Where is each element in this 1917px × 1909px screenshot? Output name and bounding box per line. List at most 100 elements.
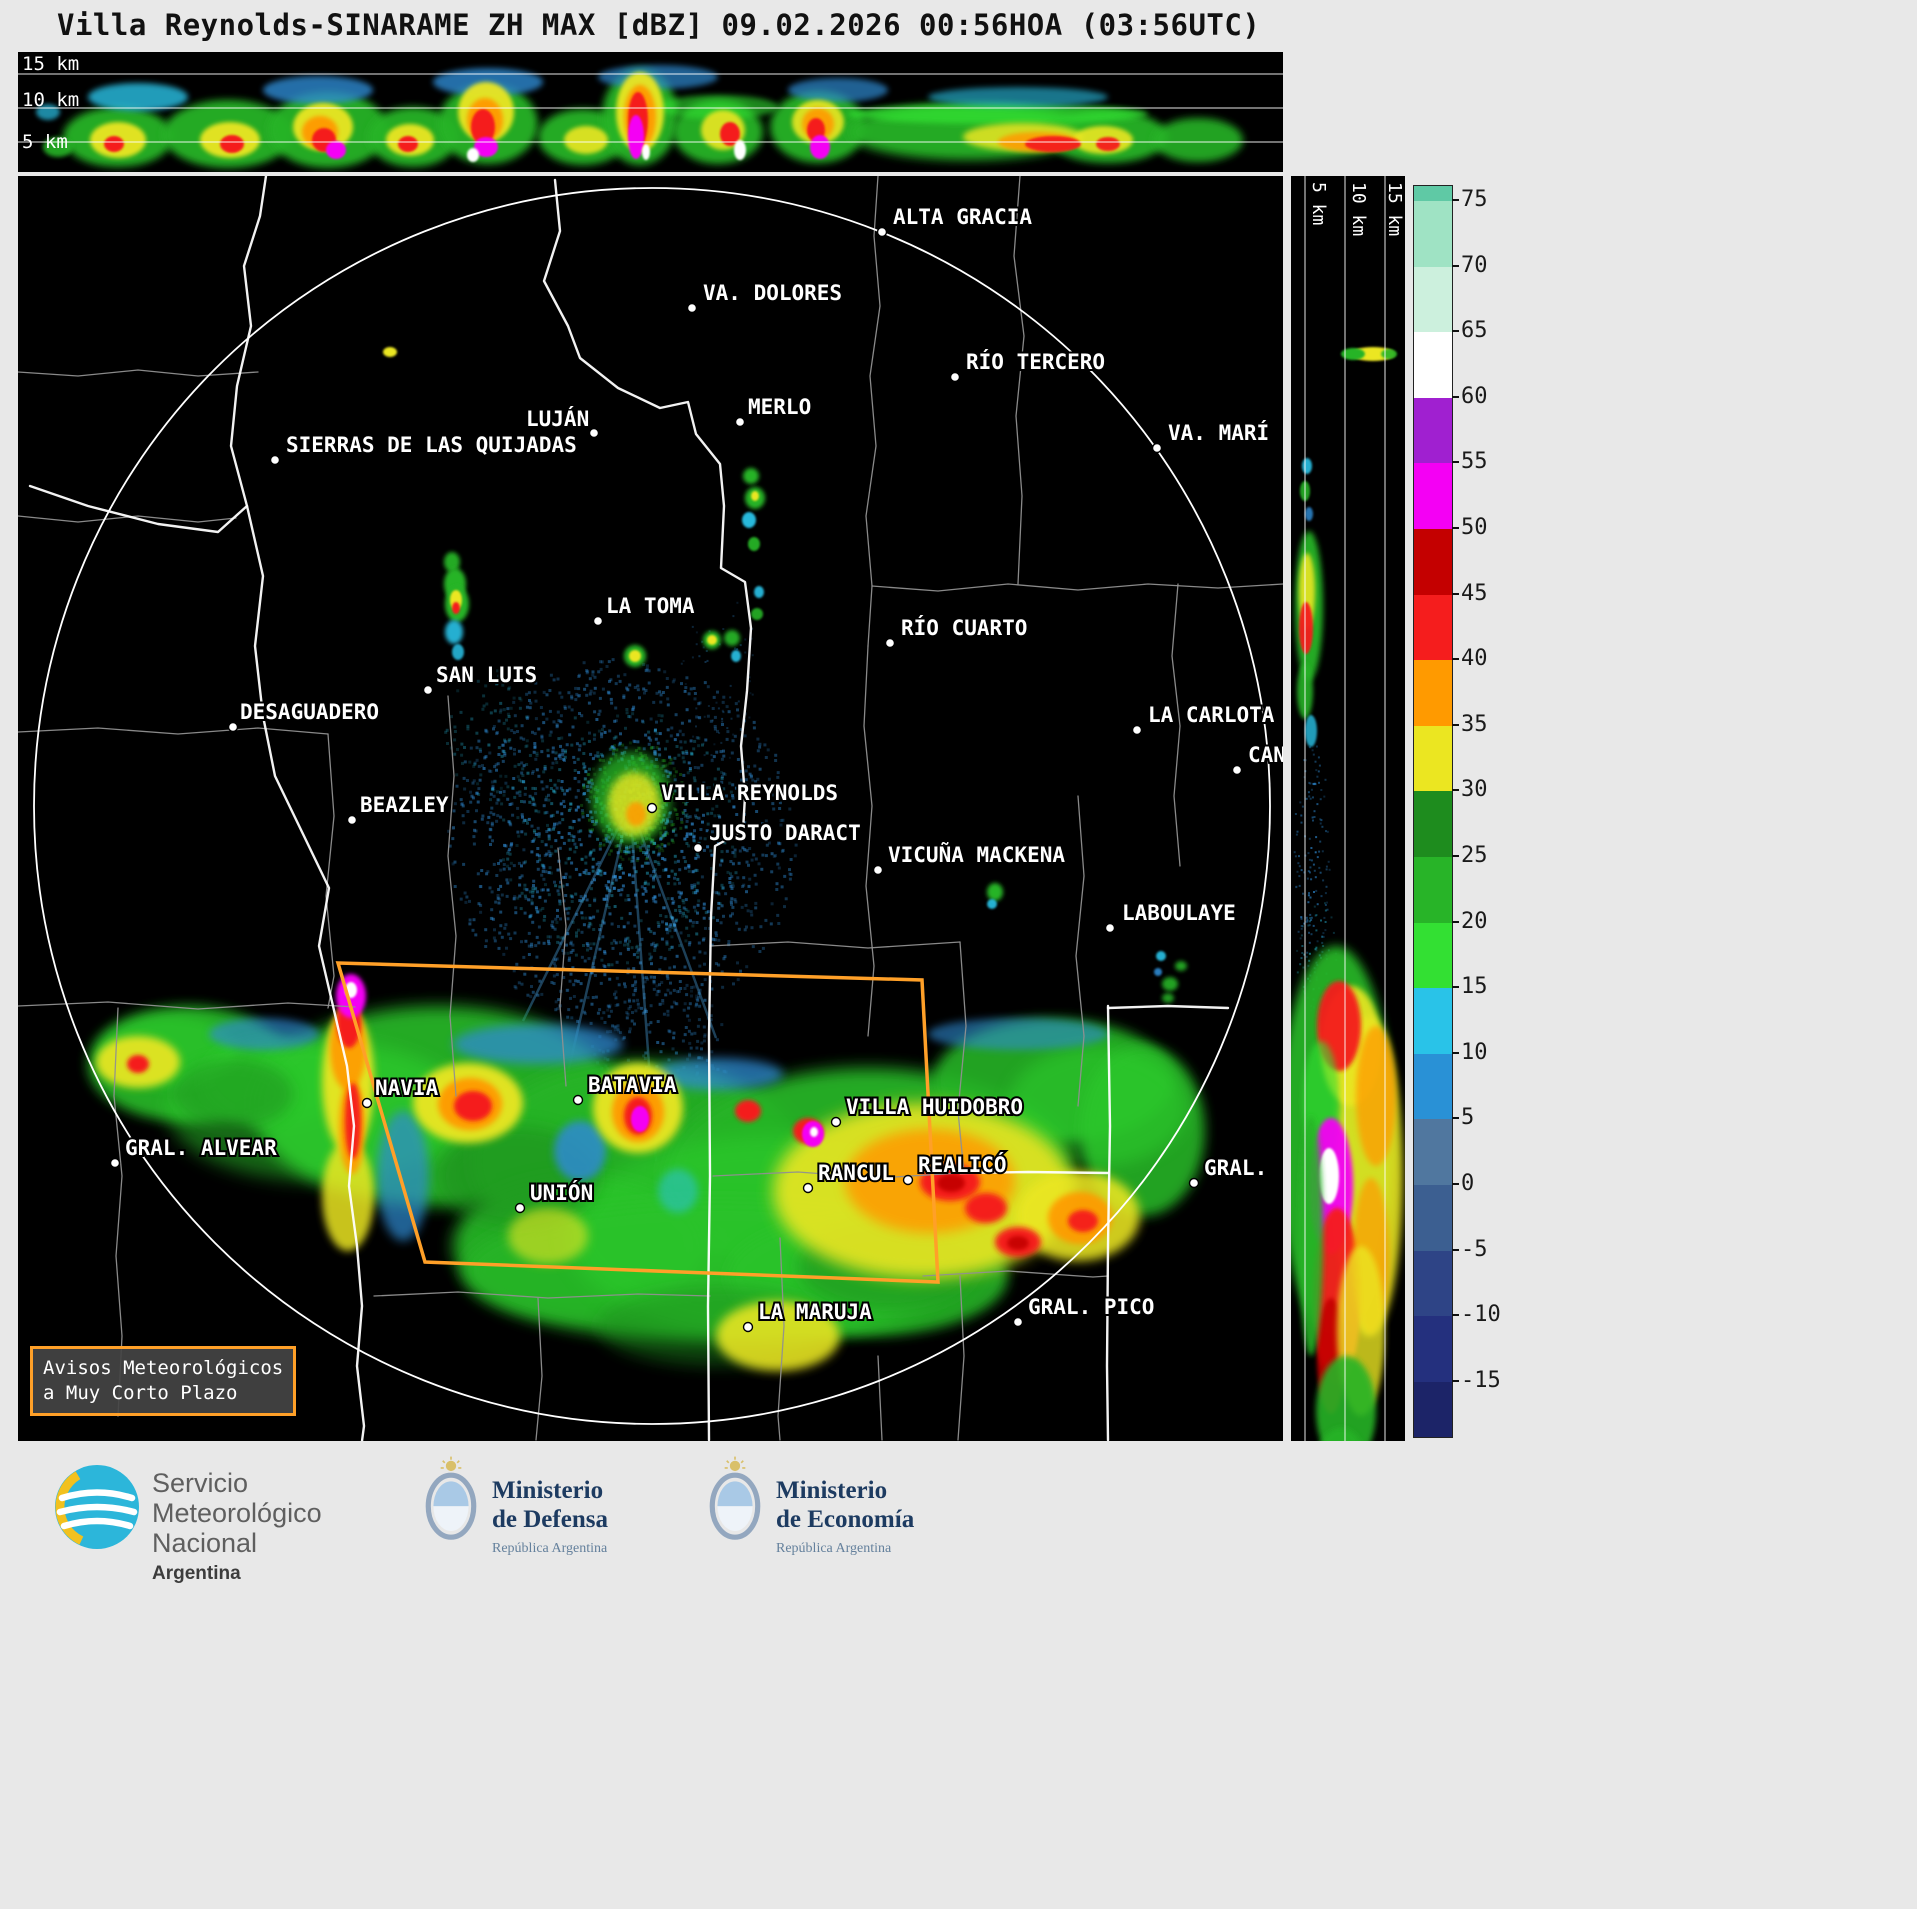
city-label: LABOULAYE (1122, 901, 1236, 925)
height-label-10km: 10 km (1348, 182, 1369, 237)
economia-crest-icon (709, 1456, 761, 1540)
colorbar-segment (1414, 1381, 1452, 1437)
warning-legend-box: Avisos Meteorológicos a Muy Corto Plazo (30, 1346, 297, 1416)
ministry-subtitle: República Argentina (492, 1541, 608, 1556)
colorbar-tick-label: 25 (1461, 843, 1488, 868)
height-label-15km: 15 km (1384, 182, 1405, 237)
colorbar-segment (1414, 660, 1452, 726)
defensa-text-block: Ministerio de Defensa República Argentin… (492, 1476, 608, 1557)
colorbar-segment (1414, 1053, 1452, 1120)
city-label: MERLO (748, 395, 811, 419)
city-dot (742, 1321, 754, 1333)
city-dot (592, 615, 604, 627)
colorbar-segment (1414, 725, 1452, 792)
colorbar-tick-label: 70 (1461, 252, 1488, 278)
height-label-10km: 10 km (22, 89, 80, 111)
city-dot (572, 1094, 584, 1106)
smn-name-line: Nacional (152, 1528, 258, 1558)
ministry-title-line: de Defensa (492, 1506, 608, 1533)
map-borders (18, 176, 1283, 1441)
colorbar-tickmark (1452, 461, 1459, 464)
colorbar-segment (1414, 463, 1452, 529)
colorbar-tick-label: 10 (1461, 1039, 1488, 1065)
colorbar-tick-label: 0 (1461, 1171, 1475, 1196)
echo-speckle-layer (680, 601, 754, 761)
colorbar-segment (1414, 1316, 1452, 1382)
colorbar-tickmark (1452, 1248, 1459, 1251)
economia-text-block: Ministerio de Economía República Argenti… (776, 1476, 914, 1557)
city-label: VA. MARÍ (1168, 420, 1269, 445)
city-label: SIERRAS DE LAS QUIJADAS (286, 433, 577, 457)
city-label: VA. DOLORES (703, 281, 842, 305)
city-label: GRAL. PICO (1028, 1295, 1154, 1319)
smn-name-line: Servicio (152, 1468, 249, 1498)
city-label: CAN (1248, 743, 1283, 767)
colorbar-segment (1414, 922, 1452, 989)
colorbar-tickmark (1452, 330, 1459, 333)
city-label: GRAL. ALVEAR (125, 1136, 277, 1160)
city-label: REALICÓ (918, 1152, 1007, 1177)
colorbar-tickmark (1452, 1117, 1459, 1120)
city-dot (802, 1182, 814, 1194)
colorbar-tickmark (1452, 592, 1459, 595)
city-dot (876, 226, 888, 238)
range-circle (33, 187, 1271, 1425)
city-label: BEAZLEY (360, 793, 449, 817)
city-dot (269, 454, 281, 466)
city-dot (646, 802, 658, 814)
colorbar-tick-label: -15 (1461, 1367, 1501, 1393)
colorbar-tick-label: 65 (1461, 318, 1488, 344)
colorbar-tick-label: 35 (1461, 711, 1488, 737)
city-label: DESAGUADERO (240, 700, 379, 724)
city-dot (346, 814, 358, 826)
colorbar-tickmark (1452, 920, 1459, 923)
city-label: LA CARLOTA (1148, 703, 1275, 727)
city-dot (109, 1157, 121, 1169)
city-label: ALTA GRACIA (893, 205, 1032, 229)
city-dot (902, 1174, 914, 1186)
city-label: UNIÓN (530, 1180, 593, 1205)
city-label: GRAL. (1204, 1156, 1267, 1180)
colorbar-segment (1414, 266, 1452, 333)
city-dot (1012, 1316, 1024, 1328)
echo-speckle-layer (502, 708, 743, 968)
city-label: BATAVIA (588, 1073, 677, 1097)
colorbar-tickmark (1452, 789, 1459, 792)
colorbar-tick-label: 55 (1461, 449, 1488, 475)
colorbar-segment (1414, 1119, 1452, 1185)
city-dot (692, 842, 704, 854)
colorbar-segment (1414, 594, 1452, 661)
colorbar-tick-label: 50 (1461, 515, 1488, 540)
colorbar-segment (1414, 529, 1452, 595)
colorbar-tick-label: -10 (1461, 1302, 1501, 1328)
city-layer: ALTA GRACIA VA. DOLORES RÍO TERCERO MERLO LU… (109, 203, 1283, 1333)
right-cross-section-plot (1291, 176, 1403, 1441)
smn-text-block: Servicio Meteorológico Nacional Argentin… (152, 1468, 322, 1585)
smn-logo-icon (55, 1465, 139, 1549)
colorbar-tick-label: 40 (1461, 646, 1488, 672)
colorbar-tick-label: 5 (1461, 1105, 1475, 1131)
smn-name-line: Meteorológico (152, 1498, 322, 1528)
colorbar-tickmark (1452, 1051, 1459, 1054)
colorbar-tickmark (1452, 723, 1459, 726)
page-title: Villa Reynolds-SINARAME ZH MAX [dBZ] 09.… (57, 8, 1261, 42)
city-dot (872, 864, 884, 876)
colorbar-segment (1414, 1185, 1452, 1251)
colorbar-segment (1414, 201, 1452, 267)
colorbar-tickmark (1452, 527, 1459, 529)
radar-echo-layer (36, 65, 1243, 168)
colorbar-segment (1414, 791, 1452, 857)
city-dot (830, 1116, 842, 1128)
city-label: VICUÑA MACKENA (888, 842, 1065, 867)
city-label: VILLA HUIDOBRO (846, 1095, 1023, 1119)
warning-polygon (335, 961, 940, 1284)
ministry-title-line: Ministerio (492, 1477, 604, 1504)
colorbar-segment (1414, 397, 1452, 464)
warning-legend-line1: Avisos Meteorológicos (43, 1357, 284, 1379)
height-label-15km: 15 km (22, 53, 80, 75)
colorbar-segment (1414, 332, 1452, 398)
top-cross-section-panel: 15 km 10 km 5 km (18, 52, 1283, 172)
city-dot (1188, 1177, 1200, 1189)
colorbar-tickmark (1452, 1379, 1459, 1382)
